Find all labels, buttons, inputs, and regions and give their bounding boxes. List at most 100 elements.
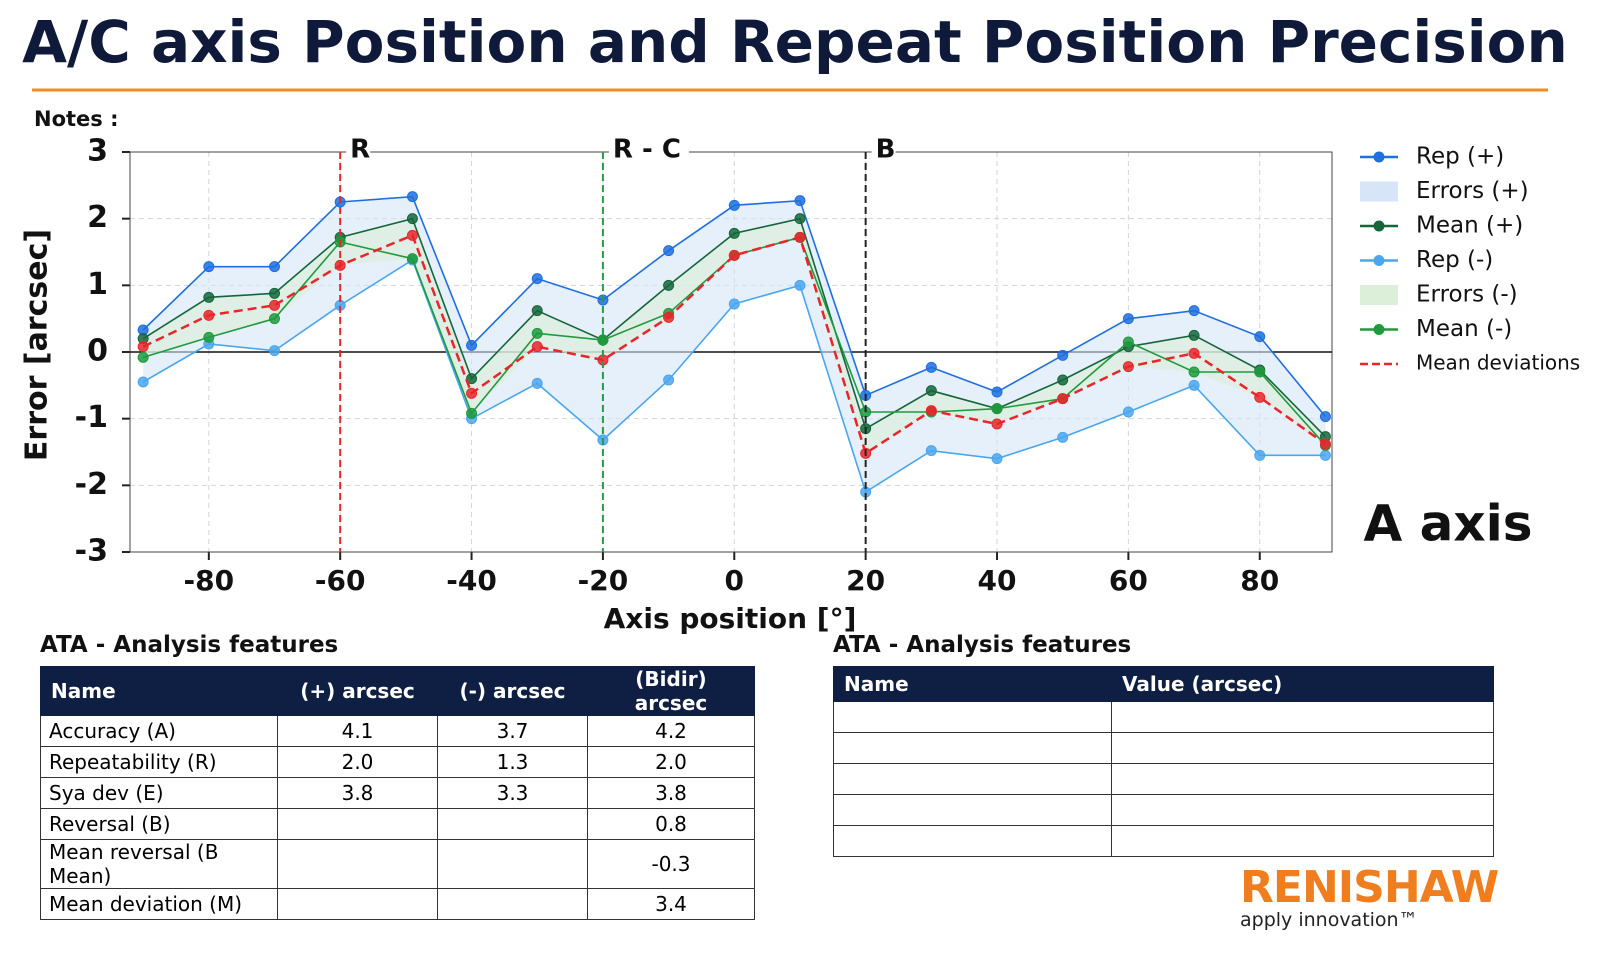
- empty-cell: [437, 888, 588, 920]
- y-tick-label: 2: [87, 200, 108, 235]
- point: [406, 191, 418, 203]
- table-cell: Sya dev (E): [40, 777, 278, 809]
- marker-label-bg: [871, 136, 896, 166]
- empty-cell: [437, 839, 588, 889]
- logo-name: RENISHAW: [1240, 862, 1499, 913]
- point: [728, 298, 740, 310]
- point: [991, 386, 1003, 398]
- header-cell: (+) arcsec: [277, 666, 438, 716]
- point: [1057, 349, 1069, 361]
- point: [1122, 361, 1134, 373]
- point: [466, 387, 478, 399]
- empty-cell: [833, 794, 1112, 826]
- point: [406, 229, 418, 241]
- legend-marker: [1373, 324, 1385, 335]
- point: [663, 245, 675, 257]
- x-tick-label: 60: [1109, 564, 1148, 597]
- point: [1319, 411, 1331, 423]
- point: [1319, 438, 1331, 450]
- legend-marker: [1373, 151, 1385, 163]
- legend-marker: [1373, 255, 1385, 266]
- x-tick-label: 20: [846, 564, 885, 597]
- empty-cell: [277, 888, 438, 920]
- table-cell: 3.3: [437, 777, 588, 809]
- point: [1057, 393, 1069, 405]
- point: [991, 418, 1003, 430]
- point: [531, 327, 543, 339]
- point: [269, 261, 281, 273]
- header-row: Name (+) arcsec (-) arcsec (Bidir) arcsec: [40, 666, 755, 716]
- table-row: [833, 825, 1494, 857]
- point: [794, 195, 806, 207]
- legend-marker: [1373, 220, 1385, 232]
- point: [1057, 374, 1069, 386]
- empty-cell: [1111, 732, 1494, 764]
- point: [531, 341, 543, 353]
- marker-label: R - C: [613, 135, 681, 165]
- point: [269, 299, 281, 311]
- y-tick-label: 1: [87, 267, 108, 302]
- legend-swatch: [1360, 285, 1398, 305]
- point: [728, 249, 740, 261]
- y-tick-label: 0: [87, 334, 108, 369]
- table-row: Accuracy (A) 4.1 3.7 4.2: [40, 715, 755, 747]
- point: [1122, 406, 1134, 418]
- table-cell: Reversal (B): [40, 808, 278, 840]
- point: [991, 403, 1003, 415]
- legend-label: Rep (+): [1416, 144, 1504, 170]
- table-cell: Mean deviation (M): [40, 888, 278, 920]
- empty-cell: [833, 701, 1112, 733]
- header-row: Name Value (arcsec): [833, 666, 1494, 702]
- legend-label: Errors (-): [1416, 282, 1518, 308]
- x-tick-label: -80: [184, 564, 235, 597]
- empty-cell: [833, 732, 1112, 764]
- point: [728, 199, 740, 211]
- point: [203, 309, 215, 321]
- header-cell: Value (arcsec): [1111, 666, 1494, 702]
- point: [406, 253, 418, 265]
- table: Name (+) arcsec (-) arcsec (Bidir) arcsec Ac…: [40, 666, 755, 920]
- plot-area: -3 -2 -1 0 1 2 3 -80 -60 -40 -20 0 20 40 60 80 R R - C B: [75, 134, 1333, 597]
- legend-label: Rep (-): [1416, 247, 1493, 273]
- point: [531, 273, 543, 285]
- point: [466, 373, 478, 385]
- table-cell: 1.3: [437, 746, 588, 778]
- empty-cell: [277, 839, 438, 889]
- marker-label-bg: [346, 136, 371, 166]
- y-tick-label: -2: [75, 467, 108, 502]
- table-row: [833, 701, 1494, 733]
- table-cell: Accuracy (A): [40, 715, 278, 747]
- point: [1254, 366, 1266, 378]
- table-row: Repeatability (R) 2.0 1.3 2.0: [40, 746, 755, 778]
- legend-label: Errors (+): [1416, 178, 1529, 204]
- point: [1254, 391, 1266, 403]
- point: [1188, 329, 1200, 341]
- legend-label: Mean (+): [1416, 213, 1523, 239]
- y-tick-label: -3: [75, 534, 108, 569]
- panel-label: A axis: [1364, 495, 1533, 553]
- table-cell: -0.3: [587, 839, 755, 889]
- empty-cell: [1111, 701, 1494, 733]
- table-cell: Mean reversal (B Mean): [40, 839, 278, 889]
- point: [1188, 305, 1200, 317]
- table-title: ATA - Analysis features: [40, 632, 339, 658]
- empty-cell: [833, 825, 1112, 857]
- table-row: Sya dev (E) 3.8 3.3 3.8: [40, 777, 755, 809]
- table-cell: 2.0: [277, 746, 438, 778]
- table-cell: 3.8: [277, 777, 438, 809]
- table-row: Reversal (B) 0.8: [40, 808, 755, 840]
- empty-cell: [1111, 825, 1494, 857]
- table-title: ATA - Analysis features: [833, 632, 1132, 658]
- empty-cell: [277, 808, 438, 840]
- point: [663, 311, 675, 323]
- empty-cell: [1111, 794, 1494, 826]
- table-cell: 2.0: [587, 746, 755, 778]
- point: [269, 345, 281, 357]
- x-tick-label: -60: [315, 564, 366, 597]
- point: [466, 407, 478, 419]
- point: [925, 385, 937, 397]
- point: [137, 341, 149, 353]
- marker-label-bg: [608, 136, 689, 166]
- point: [794, 213, 806, 225]
